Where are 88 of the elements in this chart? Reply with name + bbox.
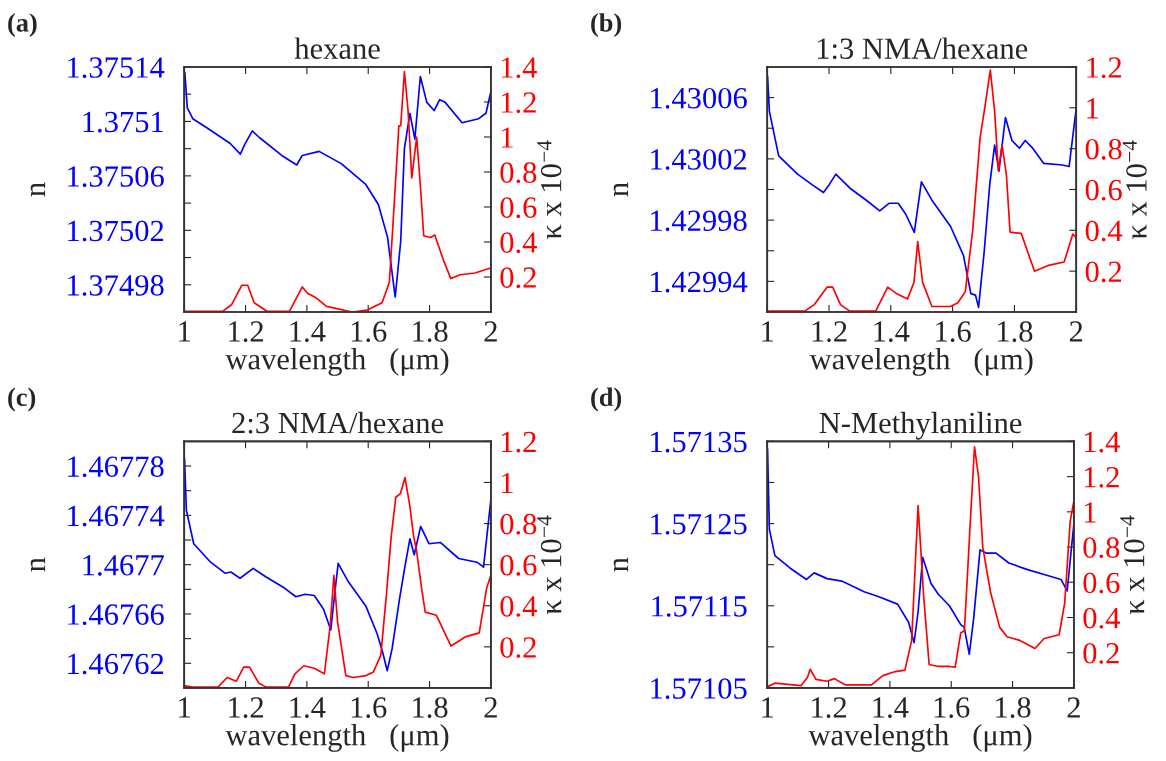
y-tick-label: 1.43006 [651, 87, 747, 109]
y-tick-label: 1.3751 [83, 111, 163, 133]
y2-tick-label: 0.6 [1083, 572, 1120, 594]
x-tick-label: 1.6 [936, 321, 971, 342]
x-tick-label: 1 [179, 321, 191, 342]
x-tick-label: 1.4 [874, 321, 910, 342]
x-tick-label: 1.2 [229, 697, 263, 718]
text: (c) [8, 387, 36, 412]
y-axis-title: n [30, 182, 46, 197]
y-tick-label: 1.57105 [651, 678, 747, 699]
x-tick-label: 1.8 [413, 321, 448, 342]
y2-tick-label: 0.2 [500, 637, 536, 658]
text: (b) [591, 13, 622, 38]
x-tick-label: 1.4 [873, 697, 909, 718]
x-tick-label: 1 [762, 321, 774, 342]
x-tick-label: 1.4 [290, 321, 326, 342]
y-tick-label: 1.57135 [651, 431, 747, 453]
y2-tick-label: 1 [1087, 98, 1098, 119]
y-tick-label: 1.46766 [68, 604, 164, 626]
x-tick-label: 1 [762, 697, 774, 718]
y2-tick-label: 0.6 [500, 197, 537, 219]
y2-tick-label: 0.6 [1085, 179, 1122, 201]
y-tick-label: 1.4677 [83, 555, 164, 576]
x-tick-label: 1.2 [229, 321, 263, 342]
text: (a) [8, 13, 37, 38]
chart-title: hexane [294, 37, 380, 59]
y-tick-label: 1.46774 [68, 505, 165, 527]
y2-tick-label: 1.4 [501, 57, 537, 78]
y-tick-label: 1.46778 [68, 456, 164, 478]
x-axis-title: wavelength (μm) [225, 348, 449, 376]
chart-title: 1:3 NMA/hexane [817, 37, 1028, 60]
x-tick-label: 1.2 [812, 697, 846, 718]
y2-tick-label: 1.4 [1084, 431, 1120, 453]
y-tick-label: 1.37502 [68, 220, 164, 242]
y2-tick-label: 0.8 [1085, 138, 1122, 160]
y2-tick-label: 1 [501, 472, 513, 494]
y2-tick-label: 1 [501, 127, 513, 148]
y2-tick-label: 0.8 [500, 162, 537, 184]
y-tick-label: 1.37514 [68, 57, 165, 78]
y2-tick-label: 0.6 [500, 554, 537, 576]
y2-tick-label: 1.2 [1087, 57, 1122, 78]
x-tick-label: 2 [484, 697, 497, 718]
y2-axis-title: κ x 10$^{−4}$ [537, 140, 562, 240]
y-axis-title: n [613, 557, 629, 572]
x-tick-label: 1.6 [351, 697, 387, 718]
x-axis-title: wavelength (μm) [225, 723, 449, 752]
x-axis-title: wavelength (μm) [809, 348, 1033, 376]
y-tick-label: 1.46762 [68, 653, 164, 675]
y2-axis-title: κ x 10$^{−4}$ [1120, 515, 1145, 615]
y-axis-title: n [613, 182, 629, 197]
y2-tick-label: 0.2 [1083, 643, 1119, 664]
y2-tick-label: 1 [1084, 502, 1096, 523]
y-tick-label: 1.37506 [68, 166, 164, 187]
y2-axis-title: κ x 10$^{−4}$ [1122, 140, 1147, 240]
x-tick-label: 2 [1069, 321, 1083, 342]
y-tick-label: 1.42998 [651, 210, 747, 232]
x-tick-label: 1.2 [812, 321, 847, 342]
x-tick-label: 1.8 [413, 697, 448, 718]
x-tick-label: 2 [1067, 697, 1080, 718]
y2-tick-label: 0.2 [1085, 261, 1122, 283]
text: (d) [591, 387, 622, 412]
x-tick-label: 2 [484, 321, 497, 342]
y2-tick-label: 0.2 [500, 267, 536, 289]
x-axis-title: wavelength (μm) [808, 723, 1032, 752]
y2-tick-label: 1.2 [501, 92, 536, 114]
y2-tick-label: 0.4 [500, 596, 537, 617]
x-tick-label: 1.6 [351, 321, 387, 342]
y2-tick-label: 0.8 [500, 513, 537, 535]
chart-title: N-Methylaniline [819, 411, 1022, 440]
y2-axis-title: κ x 10$^{−4}$ [537, 515, 562, 615]
chart-title: 2:3 NMA/hexane [232, 411, 443, 434]
y-tick-label: 1.37498 [68, 275, 164, 296]
y2-tick-label: 0.4 [1083, 607, 1120, 629]
y-tick-label: 1.43002 [651, 149, 747, 170]
y-tick-label: 1.57125 [651, 513, 747, 535]
x-tick-label: 1.6 [934, 697, 970, 718]
y-tick-label: 1.42994 [651, 271, 748, 293]
y2-tick-label: 0.8 [1083, 537, 1120, 559]
y-tick-label: 1.57115 [652, 596, 747, 617]
x-tick-label: 1.8 [996, 697, 1031, 718]
x-tick-label: 1 [179, 697, 191, 718]
y2-tick-label: 0.4 [1085, 220, 1123, 242]
y2-tick-label: 1.2 [1084, 466, 1119, 488]
x-tick-label: 1.4 [290, 697, 326, 718]
y-axis-title: n [30, 557, 46, 572]
y2-tick-label: 0.4 [500, 232, 537, 254]
x-tick-label: 1.8 [998, 321, 1033, 342]
y2-tick-label: 1.2 [501, 431, 536, 453]
